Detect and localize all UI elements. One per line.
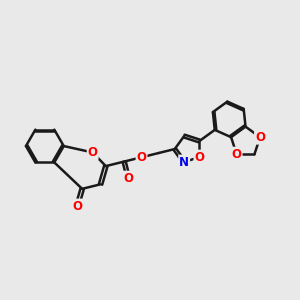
Text: O: O [88,146,98,159]
Text: O: O [72,200,82,212]
Text: O: O [194,151,204,164]
Text: O: O [232,148,242,161]
Text: O: O [123,172,133,184]
Text: N: N [179,156,189,169]
Text: O: O [255,131,265,144]
Text: O: O [136,151,146,164]
